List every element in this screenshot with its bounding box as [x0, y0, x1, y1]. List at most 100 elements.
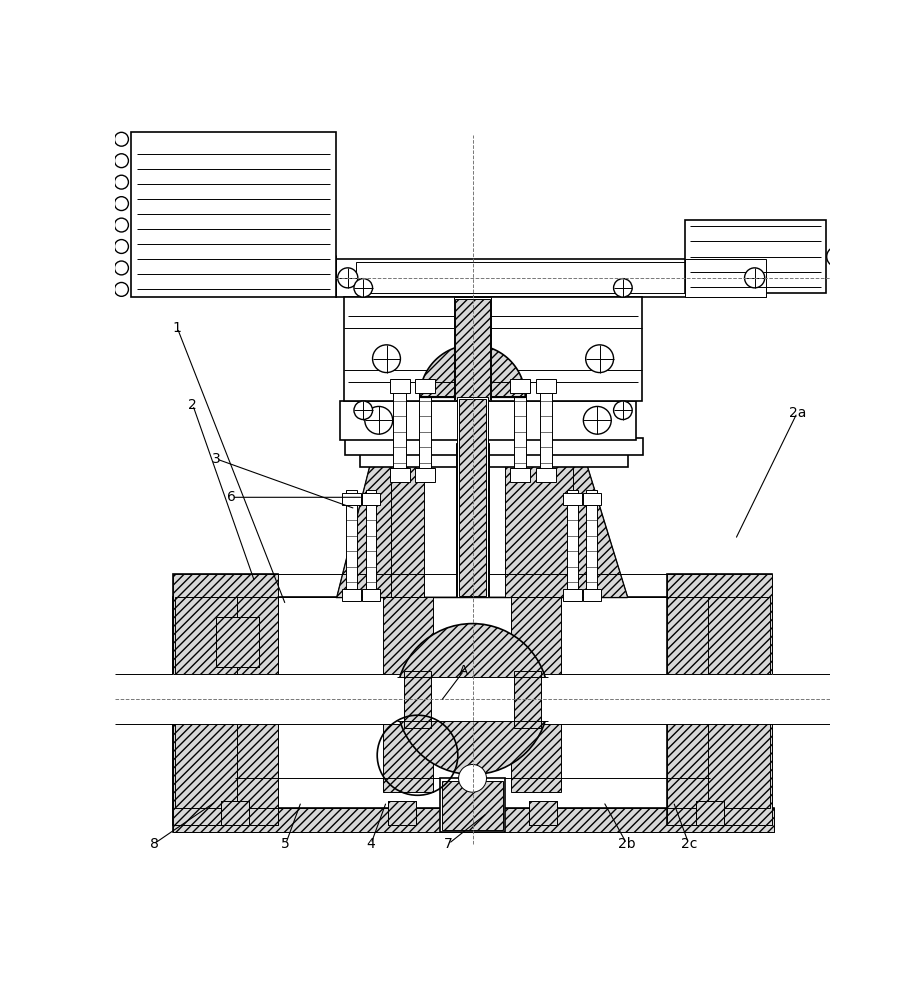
- Circle shape: [114, 282, 128, 296]
- Circle shape: [613, 279, 632, 297]
- Bar: [173, 597, 772, 808]
- Bar: [173, 574, 278, 825]
- Bar: [173, 674, 772, 724]
- Bar: [342, 493, 361, 505]
- Circle shape: [114, 154, 128, 168]
- Text: 6: 6: [227, 490, 236, 504]
- Text: 2: 2: [188, 398, 197, 412]
- Circle shape: [354, 401, 372, 420]
- Bar: [346, 490, 357, 597]
- Bar: [586, 490, 597, 597]
- Bar: [342, 589, 361, 601]
- Circle shape: [114, 218, 128, 232]
- Bar: [511, 597, 561, 792]
- Bar: [442, 781, 503, 830]
- Bar: [420, 386, 431, 478]
- Bar: [389, 677, 556, 721]
- Circle shape: [114, 132, 128, 146]
- Circle shape: [365, 406, 393, 434]
- Bar: [221, 801, 249, 825]
- Bar: [173, 808, 774, 832]
- Text: 2c: 2c: [680, 837, 697, 851]
- Text: 3: 3: [212, 452, 220, 466]
- Bar: [361, 589, 380, 601]
- Bar: [583, 589, 601, 601]
- Polygon shape: [420, 345, 526, 397]
- Circle shape: [827, 247, 846, 267]
- Bar: [505, 459, 573, 597]
- Bar: [514, 386, 526, 478]
- Circle shape: [613, 401, 632, 420]
- Bar: [394, 386, 406, 478]
- Bar: [340, 401, 636, 440]
- Bar: [390, 379, 409, 393]
- Bar: [440, 778, 505, 832]
- Bar: [405, 671, 431, 728]
- Circle shape: [584, 406, 611, 434]
- Bar: [563, 493, 582, 505]
- Bar: [131, 132, 337, 297]
- Bar: [536, 468, 556, 482]
- Text: 1: 1: [172, 321, 182, 335]
- Bar: [173, 808, 774, 832]
- Bar: [388, 801, 416, 825]
- Bar: [216, 617, 259, 667]
- Bar: [667, 574, 772, 825]
- Bar: [175, 597, 237, 808]
- Bar: [337, 259, 766, 297]
- Circle shape: [458, 764, 487, 792]
- Polygon shape: [337, 459, 628, 597]
- Text: 8: 8: [149, 837, 159, 851]
- Circle shape: [337, 268, 358, 288]
- Bar: [510, 468, 530, 482]
- Bar: [772, 674, 830, 724]
- Bar: [685, 259, 766, 297]
- Bar: [356, 262, 747, 293]
- Bar: [510, 379, 530, 393]
- Circle shape: [114, 197, 128, 211]
- Bar: [454, 297, 491, 401]
- Polygon shape: [531, 459, 628, 597]
- Polygon shape: [337, 459, 422, 597]
- Bar: [383, 597, 433, 792]
- Circle shape: [585, 345, 613, 373]
- Bar: [536, 379, 556, 393]
- Bar: [540, 386, 552, 478]
- Bar: [458, 399, 487, 596]
- Bar: [456, 443, 489, 597]
- Bar: [696, 801, 724, 825]
- Circle shape: [114, 261, 128, 275]
- Bar: [391, 459, 424, 597]
- Bar: [457, 397, 488, 597]
- Bar: [344, 297, 643, 401]
- Text: 5: 5: [281, 837, 290, 851]
- Bar: [529, 801, 557, 825]
- Bar: [115, 674, 173, 724]
- Text: 4: 4: [367, 837, 375, 851]
- Text: A: A: [459, 664, 468, 678]
- Bar: [667, 574, 772, 825]
- Bar: [345, 438, 643, 455]
- Bar: [415, 379, 435, 393]
- Bar: [388, 801, 416, 825]
- Bar: [173, 574, 278, 825]
- Bar: [563, 589, 582, 601]
- Bar: [361, 447, 628, 466]
- Bar: [696, 801, 724, 825]
- Bar: [685, 220, 826, 293]
- Bar: [583, 493, 601, 505]
- Text: 2a: 2a: [788, 406, 806, 420]
- Bar: [366, 490, 376, 597]
- Circle shape: [396, 624, 549, 774]
- Bar: [529, 801, 557, 825]
- Circle shape: [114, 240, 128, 253]
- Circle shape: [372, 345, 400, 373]
- Bar: [361, 493, 380, 505]
- Bar: [514, 671, 540, 728]
- Bar: [390, 468, 409, 482]
- Text: 2b: 2b: [618, 837, 635, 851]
- Bar: [216, 617, 259, 667]
- Bar: [455, 299, 490, 400]
- Circle shape: [354, 279, 372, 297]
- Text: 7: 7: [444, 837, 453, 851]
